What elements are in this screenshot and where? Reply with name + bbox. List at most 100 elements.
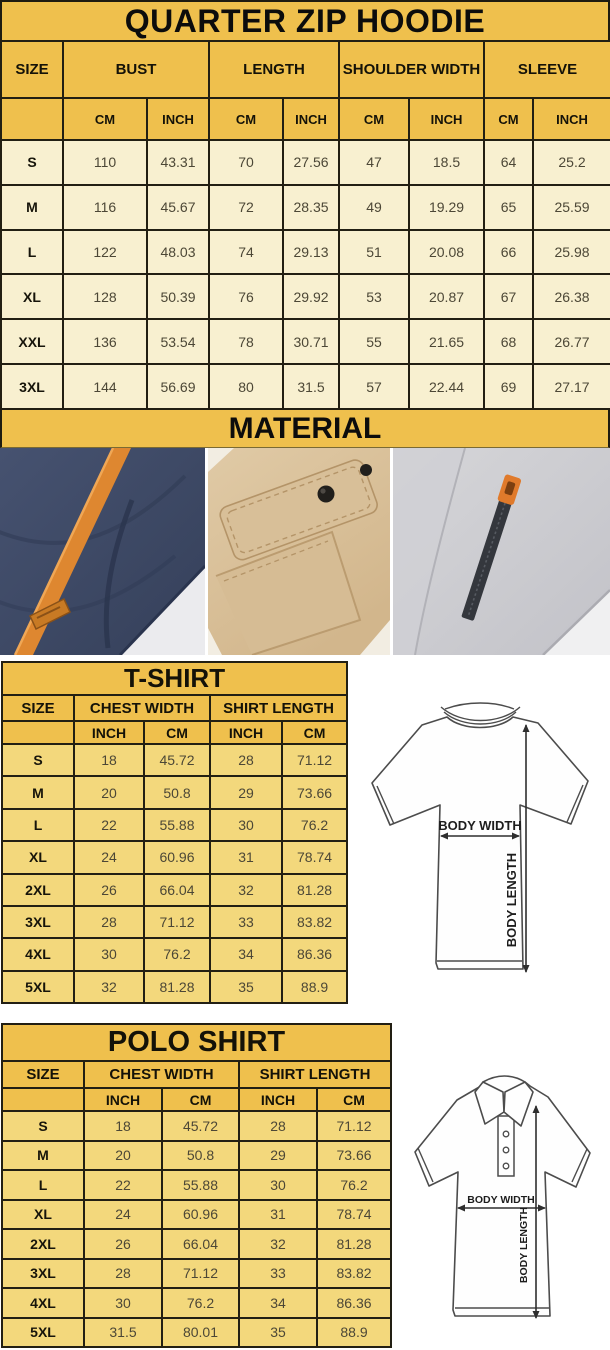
value-cell: 20 xyxy=(73,775,145,810)
value-cell: 34 xyxy=(238,1287,318,1319)
value-cell: 20.08 xyxy=(408,228,486,276)
table-row: XL 24 60.96 31 78.74 xyxy=(1,1198,393,1230)
value-cell: 30 xyxy=(209,807,283,843)
size-cell: L xyxy=(1,807,75,843)
table-row: M 20 50.8 29 73.66 xyxy=(1,775,349,810)
size-cell: L xyxy=(1,1169,85,1201)
size-cell: M xyxy=(1,775,75,810)
hoodie-col-shoulder-width: SHOULDER WIDTH xyxy=(338,40,486,99)
value-cell: 47 xyxy=(338,139,411,186)
value-cell: 69 xyxy=(483,363,535,410)
value-cell: 22 xyxy=(73,807,145,843)
value-cell: 122 xyxy=(62,228,148,276)
value-cell: 78.74 xyxy=(280,840,349,875)
value-cell: 51 xyxy=(338,228,411,276)
value-cell: 26.38 xyxy=(532,273,610,321)
size-cell: 3XL xyxy=(1,1257,85,1289)
value-cell: 24 xyxy=(83,1198,163,1230)
size-cell: 4XL xyxy=(1,937,75,972)
table-row: CM INCH CM INCH CM INCH CM INCH xyxy=(0,97,610,141)
value-cell: 73.66 xyxy=(315,1139,393,1171)
unit-cell: CM xyxy=(161,1087,240,1112)
hoodie-col-sleeve: SLEEVE xyxy=(483,40,610,99)
unit-cell: INCH xyxy=(238,1087,318,1112)
hoodie-section-title: QUARTER ZIP HOODIE xyxy=(0,0,610,42)
value-cell: 68 xyxy=(483,318,535,366)
value-cell: 18 xyxy=(83,1110,163,1142)
value-cell: 78.74 xyxy=(315,1198,393,1230)
size-cell: 4XL xyxy=(1,1287,85,1319)
table-row: S 18 45.72 28 71.12 xyxy=(1,1110,393,1142)
table-row: T-SHIRT xyxy=(0,661,349,696)
material-photos xyxy=(0,448,610,655)
value-cell: 20.87 xyxy=(408,273,486,321)
unit-cell: CM xyxy=(483,97,535,141)
value-cell: 26.77 xyxy=(532,318,610,366)
table-row: SIZE CHEST WIDTH SHIRT LENGTH xyxy=(1,694,349,722)
value-cell: 27.17 xyxy=(532,363,610,410)
value-cell: 55 xyxy=(338,318,411,366)
size-cell: 2XL xyxy=(1,1228,85,1260)
unit-cell: CM xyxy=(62,97,148,141)
value-cell: 76.2 xyxy=(161,1287,240,1319)
table-row: INCH CM INCH CM xyxy=(1,720,349,745)
size-cell: 2XL xyxy=(1,872,75,907)
body-width-label: BODY WIDTH xyxy=(467,1194,534,1206)
tshirt-col-shirt-length: SHIRT LENGTH xyxy=(208,694,349,722)
value-cell: 65 xyxy=(483,183,535,231)
hoodie-col-bust: BUST xyxy=(62,40,210,99)
table-row: INCH CM INCH CM xyxy=(1,1087,393,1112)
value-cell: 88.9 xyxy=(315,1316,393,1348)
value-cell: 18.5 xyxy=(408,139,486,186)
material-section-title: MATERIAL xyxy=(0,410,610,448)
unit-cell: CM xyxy=(338,97,411,141)
value-cell: 19.29 xyxy=(408,183,486,231)
value-cell: 50.8 xyxy=(143,775,211,810)
value-cell: 83.82 xyxy=(315,1257,393,1289)
table-row: 5XL 32 81.28 35 88.9 xyxy=(1,969,349,1005)
table-row: M 116 45.67 72 28.35 49 19.29 65 25.59 xyxy=(0,183,610,231)
table-row: SIZE CHEST WIDTH SHIRT LENGTH xyxy=(1,1060,393,1089)
table-row: 3XL 144 56.69 80 31.5 57 22.44 69 27.17 xyxy=(0,363,610,410)
value-cell: 31 xyxy=(209,840,283,875)
tshirt-section: T-SHIRT SIZE CHEST WIDTH SHIRT LENGTH IN… xyxy=(0,655,610,1005)
size-cell: M xyxy=(1,1139,85,1171)
table-row: L 122 48.03 74 29.13 51 20.08 66 25.98 xyxy=(0,228,610,276)
value-cell: 34 xyxy=(209,937,283,972)
value-cell: 22.44 xyxy=(408,363,486,410)
unit-cell-empty xyxy=(1,720,75,745)
table-row: 4XL 30 76.2 34 86.36 xyxy=(1,1287,393,1319)
tshirt-col-chest-width: CHEST WIDTH xyxy=(73,694,211,722)
value-cell: 71.12 xyxy=(315,1110,393,1142)
value-cell: 86.36 xyxy=(280,937,349,972)
table-row: POLO SHIRT xyxy=(0,1023,393,1062)
hoodie-size-table: SIZE BUST LENGTH SHOULDER WIDTH SLEEVE C… xyxy=(0,40,610,410)
unit-cell-empty xyxy=(1,1087,85,1112)
value-cell: 28 xyxy=(73,904,145,940)
value-cell: 28 xyxy=(83,1257,163,1289)
table-row: 2XL 26 66.04 32 81.28 xyxy=(1,872,349,907)
polo-col-chest-width: CHEST WIDTH xyxy=(83,1060,240,1089)
value-cell: 25.2 xyxy=(532,139,610,186)
value-cell: 73.66 xyxy=(280,775,349,810)
polo-section: POLO SHIRT SIZE CHEST WIDTH SHIRT LENGTH… xyxy=(0,1004,610,1348)
value-cell: 86.36 xyxy=(315,1287,393,1319)
value-cell: 57 xyxy=(338,363,411,410)
size-cell: M xyxy=(0,183,64,231)
value-cell: 45.67 xyxy=(146,183,210,231)
table-row: S 110 43.31 70 27.56 47 18.5 64 25.2 xyxy=(0,139,610,186)
value-cell: 45.72 xyxy=(143,742,211,778)
table-row: XL 24 60.96 31 78.74 xyxy=(1,840,349,875)
polo-section-title: POLO SHIRT xyxy=(0,1023,393,1062)
value-cell: 66.04 xyxy=(143,872,211,907)
value-cell: 31 xyxy=(238,1198,318,1230)
unit-cell: INCH xyxy=(532,97,610,141)
value-cell: 26 xyxy=(73,872,145,907)
table-row: 3XL 28 71.12 33 83.82 xyxy=(1,904,349,940)
value-cell: 26 xyxy=(83,1228,163,1260)
size-cell: S xyxy=(1,1110,85,1142)
value-cell: 88.9 xyxy=(280,969,349,1005)
value-cell: 110 xyxy=(62,139,148,186)
unit-cell: INCH xyxy=(146,97,210,141)
